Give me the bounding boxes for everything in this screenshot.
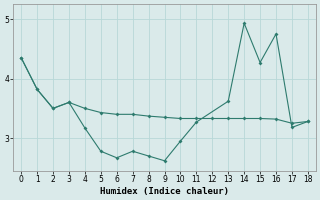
X-axis label: Humidex (Indice chaleur): Humidex (Indice chaleur) bbox=[100, 187, 229, 196]
